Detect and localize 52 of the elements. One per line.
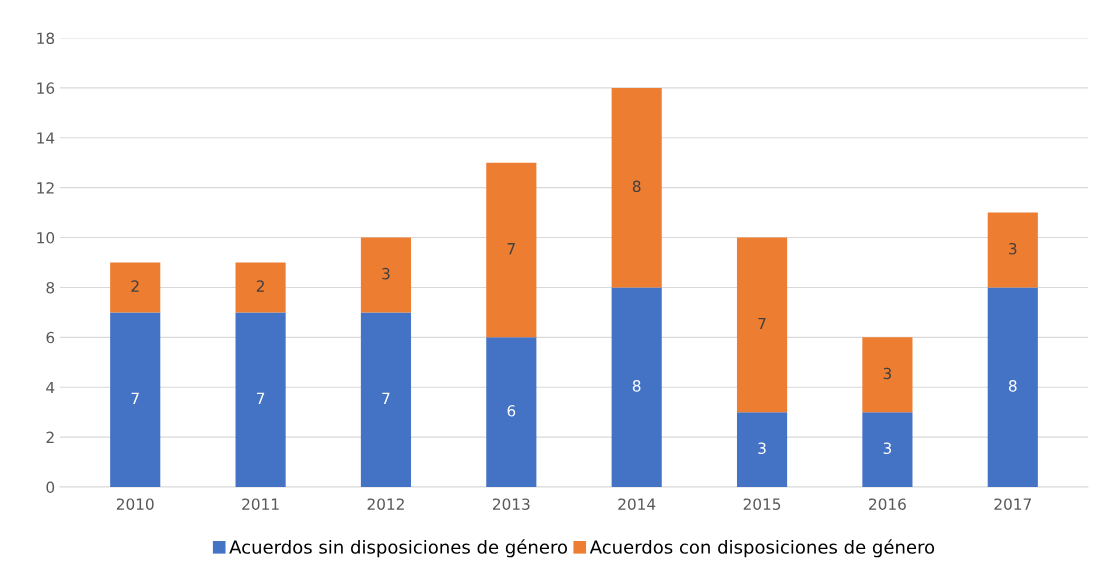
x-tick-label: 2012 bbox=[367, 498, 404, 510]
data-label: 6 bbox=[507, 405, 516, 417]
y-tick-label: 16 bbox=[37, 82, 55, 94]
bar bbox=[611, 287, 662, 487]
data-label: 7 bbox=[382, 392, 390, 404]
data-label: 7 bbox=[758, 317, 766, 330]
bar bbox=[736, 237, 788, 413]
y-tick-label: 14 bbox=[37, 132, 55, 144]
bar bbox=[486, 337, 537, 487]
data-label: 2 bbox=[131, 280, 139, 292]
data-label: 8 bbox=[1008, 380, 1017, 392]
bar bbox=[736, 412, 788, 487]
x-tick-label: 2016 bbox=[869, 498, 906, 510]
x-tick-label: 2014 bbox=[618, 498, 656, 510]
bar bbox=[486, 162, 537, 338]
bar bbox=[611, 87, 662, 288]
data-label: 7 bbox=[507, 243, 515, 255]
x-tick-label: 2017 bbox=[994, 498, 1031, 510]
data-label: 7 bbox=[131, 392, 139, 404]
data-label: 3 bbox=[1009, 242, 1017, 255]
x-tick-label: 2010 bbox=[116, 498, 154, 510]
data-label: 3 bbox=[883, 442, 892, 455]
x-tick-label: 2015 bbox=[743, 498, 781, 510]
data-label: 2 bbox=[256, 280, 264, 292]
bar bbox=[862, 337, 913, 413]
legend-label: Acuerdos sin disposiciones de género bbox=[229, 539, 568, 558]
data-label: 3 bbox=[758, 442, 766, 455]
data-label: 3 bbox=[883, 367, 892, 380]
y-tick-label: 8 bbox=[46, 281, 55, 294]
bar bbox=[360, 312, 412, 487]
data-label: 7 bbox=[256, 392, 265, 404]
bar bbox=[110, 312, 161, 487]
bar bbox=[360, 237, 412, 313]
y-tick-label: 4 bbox=[46, 381, 55, 394]
x-tick-label: 2011 bbox=[242, 498, 279, 510]
bar bbox=[987, 287, 1038, 487]
bar bbox=[235, 262, 286, 313]
y-tick-label: 6 bbox=[46, 331, 55, 344]
y-tick-label: 0 bbox=[46, 481, 55, 494]
legend-label: Acuerdos con disposiciones de género bbox=[589, 539, 935, 558]
y-tick-label: 12 bbox=[37, 182, 54, 194]
bar bbox=[987, 212, 1038, 288]
y-tick-label: 10 bbox=[37, 232, 55, 244]
y-tick-label: 2 bbox=[46, 431, 54, 443]
data-label: 8 bbox=[632, 380, 641, 392]
bar bbox=[862, 412, 913, 487]
y-tick-label: 18 bbox=[37, 32, 55, 45]
bar bbox=[110, 262, 161, 313]
x-tick-label: 2013 bbox=[493, 498, 530, 510]
data-label: 8 bbox=[632, 180, 641, 193]
data-label: 3 bbox=[382, 267, 390, 280]
bar bbox=[235, 312, 286, 487]
